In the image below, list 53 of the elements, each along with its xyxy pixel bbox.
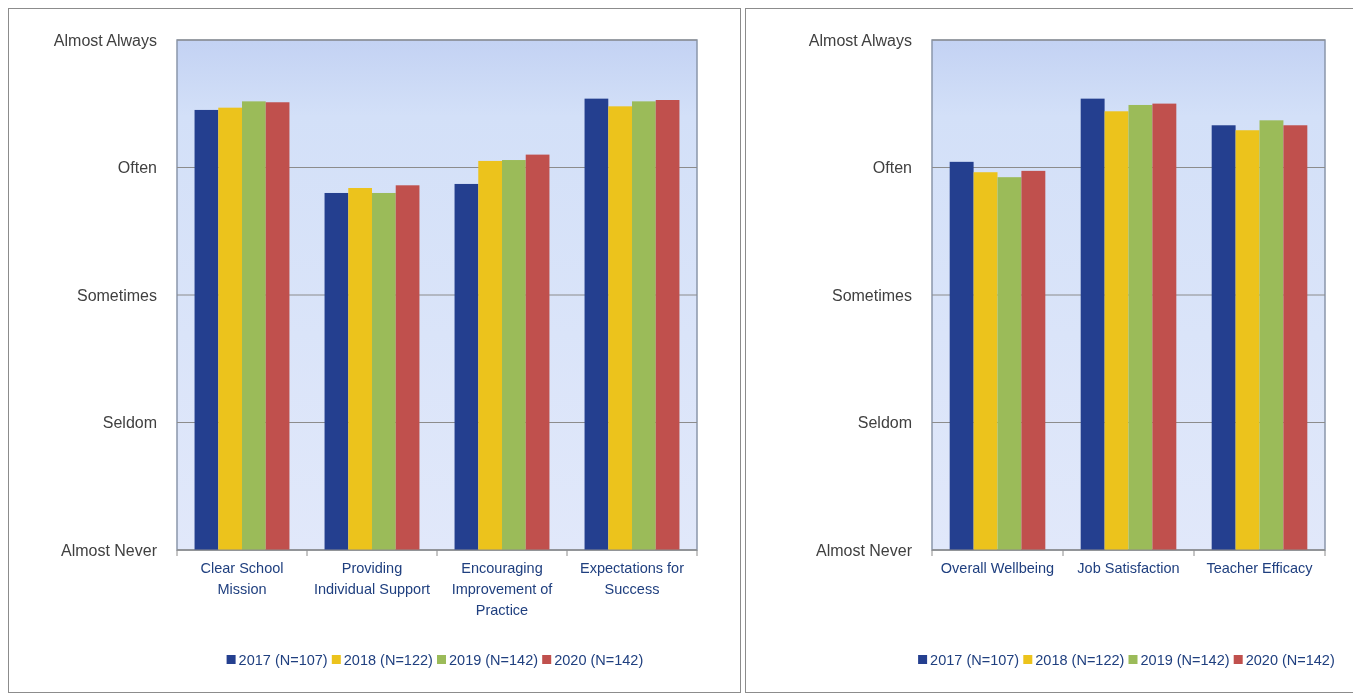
bar: [584, 98, 609, 550]
bar: [372, 192, 396, 550]
bar: [395, 185, 420, 550]
bar: [348, 188, 372, 550]
bar: [997, 177, 1022, 550]
bar: [218, 107, 242, 550]
bar: [525, 154, 550, 550]
legend-label: 2017 (N=107): [930, 652, 1020, 669]
text: Often: [872, 159, 912, 177]
bar: [1259, 120, 1284, 550]
text: Seldom: [857, 414, 912, 432]
legend-label: 2019 (N=142): [1140, 652, 1230, 669]
x-tick-label: Job Satisfaction: [1077, 560, 1180, 576]
x-tick-label: Teacher Efficacy: [1206, 560, 1314, 576]
bar: [608, 106, 632, 550]
text: Often: [117, 159, 157, 177]
text: Almost Never: [60, 541, 158, 559]
x-tick-label: Expectations for Success: [580, 560, 685, 597]
bar: [1283, 125, 1308, 550]
bar: [454, 183, 479, 550]
bar: [1104, 111, 1129, 550]
text: Seldom: [102, 414, 157, 432]
bar: [194, 109, 219, 550]
bar: [478, 160, 502, 550]
bar: [949, 161, 974, 550]
text: Almost Never: [815, 541, 913, 559]
legend-label: 2017 (N=107): [238, 652, 328, 669]
bar: [973, 172, 998, 550]
bar: [655, 100, 680, 550]
bar: [265, 102, 290, 550]
bar: [632, 101, 656, 550]
bar: [1235, 130, 1260, 550]
bar: [324, 192, 349, 550]
x-tick-label: Overall Wellbeing: [940, 560, 1055, 576]
bar: [1152, 103, 1177, 550]
bar: [502, 160, 526, 550]
text: Sometimes: [76, 286, 157, 304]
text: Almost Always: [53, 31, 157, 49]
x-tick-label: Clear School Mission: [200, 560, 284, 597]
bar: [1128, 104, 1153, 550]
x-tick-label: Providing Individual Support: [313, 560, 431, 597]
text: Sometimes: [831, 286, 912, 304]
legend-label: 2020 (N=142): [1245, 652, 1335, 669]
legend-label: 2018 (N=122): [1035, 652, 1125, 669]
bar: [242, 101, 266, 550]
legend-label: 2020 (N=142): [554, 652, 644, 669]
bar: [1211, 125, 1236, 550]
legend-label: 2019 (N=142): [449, 652, 539, 669]
x-tick-label: Encouraging Improvement of Practice: [451, 560, 554, 618]
bar: [1080, 98, 1105, 550]
legend-label: 2018 (N=122): [343, 652, 433, 669]
text: Almost Always: [808, 31, 912, 49]
bar: [1021, 170, 1046, 550]
